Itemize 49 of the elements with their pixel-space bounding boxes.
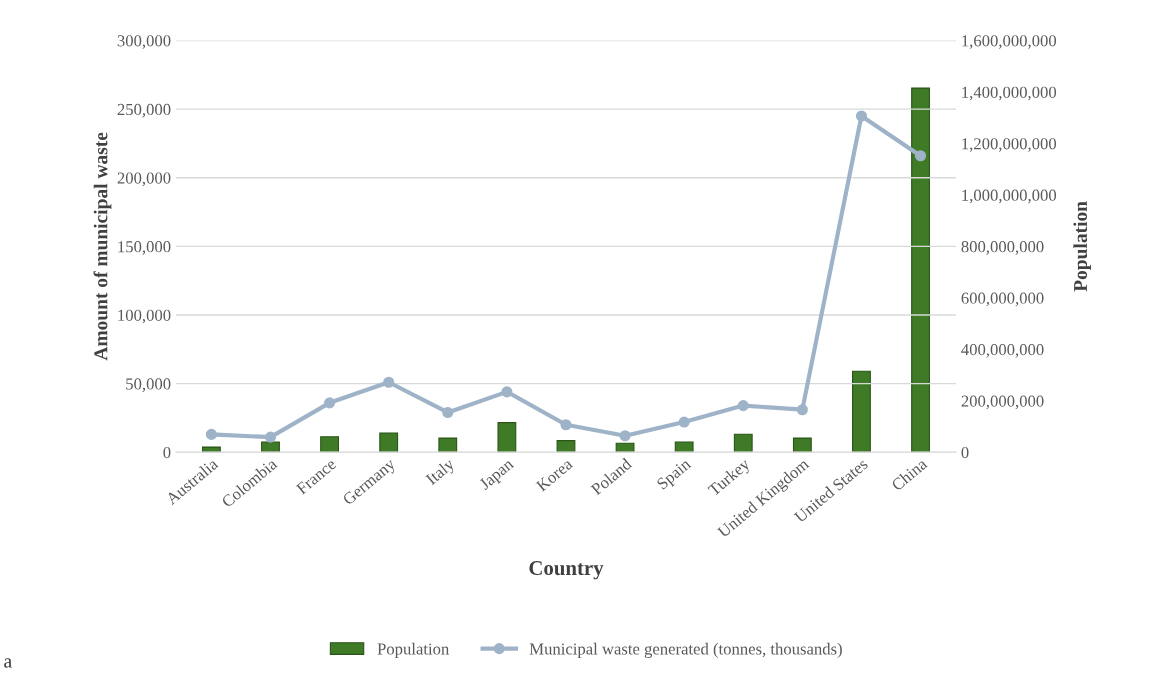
y-axis-title: Amount of municipal waste (93, 132, 112, 361)
point (678, 416, 690, 428)
point (501, 386, 513, 398)
y-tick-label: 0 (163, 446, 171, 459)
y2-tick-label: 200,000,000 (961, 395, 1044, 410)
bar (438, 437, 458, 453)
point (737, 400, 749, 412)
bar (674, 441, 694, 453)
y2-tick-label: 800,000,000 (961, 241, 1044, 255)
legend-label: Population (377, 642, 450, 658)
x-tick-label: Italy (424, 457, 458, 488)
point (324, 397, 336, 409)
y2-tick-label: 0 (961, 446, 969, 459)
bar (379, 432, 399, 453)
point (914, 150, 927, 162)
bar (852, 370, 871, 453)
point (560, 419, 572, 431)
y-tick-label: 250,000 (117, 103, 171, 118)
point (855, 110, 868, 122)
y2-tick-label: 1,400,000,000 (962, 86, 1057, 101)
legend-label: Municipal waste generated (tonnes, thousands) (529, 642, 842, 659)
y-tick-label: 150,000 (118, 241, 171, 255)
y-tick-label: 100,000 (118, 309, 171, 324)
bar (201, 446, 221, 453)
bar (320, 436, 340, 453)
y-tick-label: 300,000 (117, 35, 171, 49)
y-tick-label: 50,000 (126, 378, 171, 392)
bar (497, 422, 517, 453)
y2-tick-label: 1,200,000,000 (962, 138, 1057, 152)
y2-axis-title: Population (1073, 201, 1091, 292)
point (619, 430, 631, 442)
bar (792, 437, 812, 453)
y2-tick-label: 1,000,000,000 (962, 189, 1057, 204)
bar (261, 441, 280, 453)
text: a (4, 658, 12, 668)
y2-tick-label: 1,600,000,000 (962, 35, 1057, 49)
point (205, 428, 217, 440)
y-tick-label: 200,000 (117, 172, 171, 187)
bar (556, 440, 576, 453)
point (264, 431, 277, 443)
point (442, 406, 454, 419)
point (383, 376, 395, 388)
y2-tick-label: 400,000,000 (961, 344, 1044, 358)
x-axis-title: Country (529, 561, 604, 580)
bar (733, 433, 753, 453)
point (796, 404, 808, 416)
bar (615, 442, 635, 453)
bar (911, 87, 930, 453)
y2-tick-label: 600,000,000 (961, 292, 1044, 307)
